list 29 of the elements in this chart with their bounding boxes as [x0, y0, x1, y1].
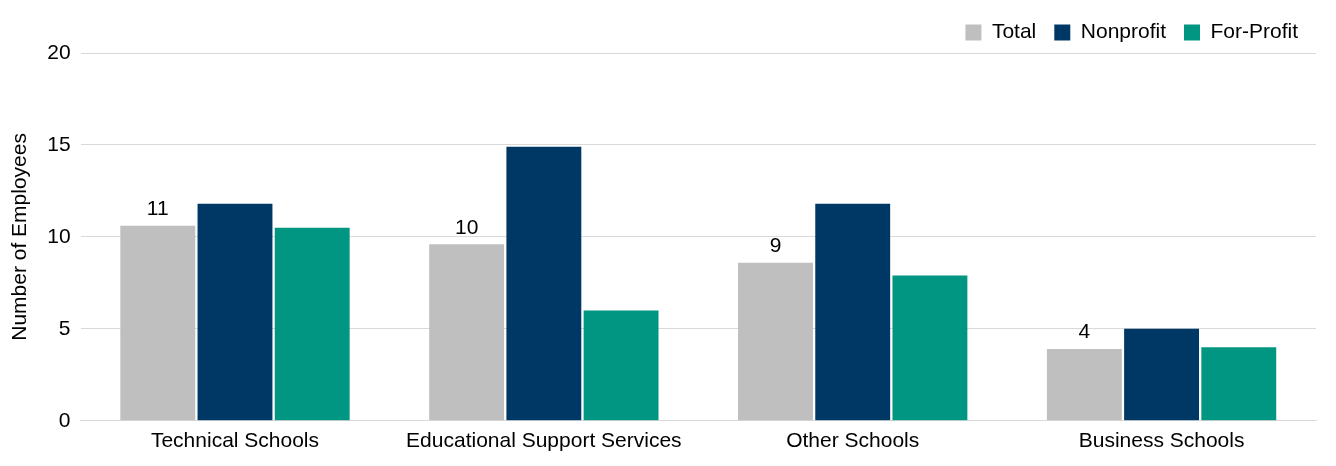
legend-label: Nonprofit: [1080, 19, 1167, 43]
y-tick-label: 15: [47, 131, 71, 155]
legend-label: For-Profit: [1210, 19, 1299, 43]
bar: [738, 262, 813, 421]
x-tick-label: Business Schools: [1078, 428, 1245, 452]
bar: [429, 244, 505, 421]
y-tick-label: 20: [47, 39, 71, 63]
bar: [274, 227, 350, 421]
y-axis-title: Number of Employees: [7, 133, 31, 341]
bar: [197, 203, 273, 421]
data-label: 10: [454, 214, 479, 238]
bar: [506, 146, 582, 421]
bar: [120, 225, 196, 421]
y-tick-label: 5: [58, 315, 71, 339]
bar: [583, 310, 659, 421]
data-label: 9: [769, 232, 782, 256]
y-tick-label: 10: [47, 223, 71, 247]
bar: [1046, 349, 1122, 421]
x-tick-label: Technical Schools: [150, 428, 320, 452]
data-label: 11: [146, 196, 169, 220]
bar: [892, 275, 968, 421]
y-tick-label: 0: [58, 407, 71, 431]
bar: [1124, 328, 1200, 421]
x-tick-label: Other Schools: [786, 428, 920, 452]
legend-label: Total: [991, 19, 1037, 43]
bar: [815, 203, 891, 421]
bar: [1201, 347, 1277, 421]
x-tick-label: Educational Support Services: [406, 428, 682, 452]
data-label: 4: [1078, 319, 1091, 343]
